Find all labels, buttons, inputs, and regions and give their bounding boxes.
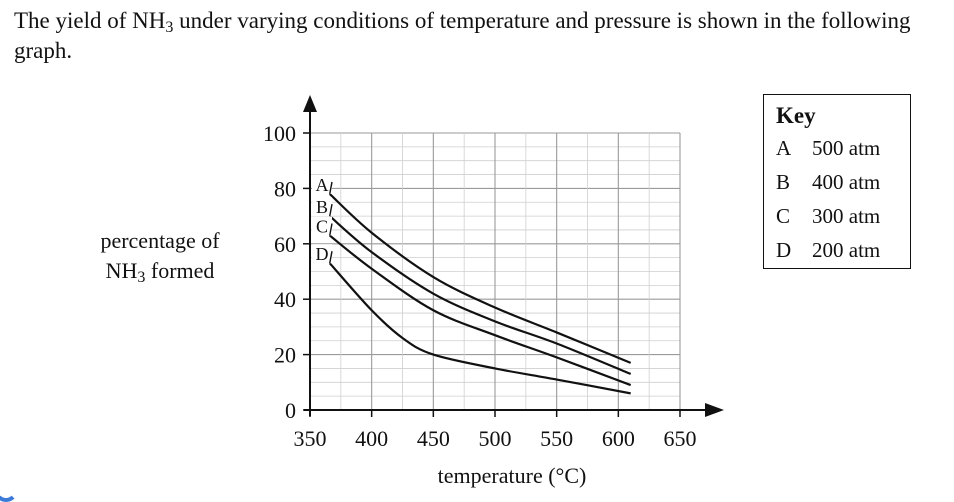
y-tick-label: 20	[274, 343, 296, 368]
key-row-b: B 400 atm	[776, 165, 910, 199]
key-pressure-b: 400 atm	[812, 170, 881, 194]
x-tick-label: 550	[540, 426, 573, 451]
curve-label-leader	[329, 203, 333, 217]
curve-label-background	[312, 216, 332, 236]
intro-subscript: 3	[165, 19, 174, 36]
key-letter-d: D	[776, 238, 792, 262]
x-tick-label: 400	[355, 426, 388, 451]
series-line-d	[328, 262, 631, 395]
y-axis-label-nh: NH	[105, 258, 138, 283]
x-tick-label: 450	[417, 426, 450, 451]
key-row-c: C 300 atm	[776, 199, 910, 233]
y-tick-label: 60	[274, 232, 296, 257]
key-row-a: A 500 atm	[776, 131, 910, 165]
y-tick-label: 40	[274, 287, 296, 312]
y-axis-label: percentage of NH3 formed	[80, 226, 240, 286]
curve-label-c: C	[316, 216, 328, 236]
x-tick-label: 650	[664, 426, 697, 451]
intro-text-start: The yield of NH	[14, 8, 166, 33]
curve-label-a: A	[316, 175, 329, 195]
curve-label-background	[312, 174, 332, 194]
x-tick-label: 350	[294, 426, 327, 451]
key-pressure-d: 200 atm	[812, 238, 881, 262]
key-letter-a: A	[776, 136, 792, 160]
x-axis-label: temperature (°C)	[438, 463, 587, 488]
question-text: The yield of NH3 under varying condition…	[14, 6, 944, 66]
y-axis-label-formed: formed	[145, 258, 215, 283]
curve-label-leader	[329, 251, 333, 264]
axes	[303, 95, 724, 417]
intro-text-end: under varying conditions of temperature …	[14, 8, 911, 63]
curve-label-d: D	[316, 244, 329, 264]
y-tick-label: 100	[263, 121, 296, 146]
x-tick-label: 600	[602, 426, 635, 451]
y-tick-label: 80	[274, 176, 296, 201]
y-axis-arrow-icon	[303, 95, 317, 112]
curve-label-leader	[329, 223, 333, 236]
corner-arc-decoration	[0, 478, 18, 502]
curve-label-leader	[329, 181, 333, 195]
series-line-c	[329, 234, 632, 387]
series-line-a	[328, 193, 632, 364]
y-axis-label-line1: percentage of	[100, 228, 220, 253]
x-axis-arrow-icon	[705, 403, 724, 417]
key-title: Key	[776, 103, 816, 128]
key-pressure-a: 500 atm	[812, 136, 881, 160]
series-line-b	[329, 215, 632, 376]
key-letter-c: C	[776, 204, 791, 228]
y-axis-label-subscript: 3	[137, 269, 146, 286]
tick-labels: 0 20 40 60 80 100 350 400 450 500 550 600 650	[263, 121, 697, 451]
curve-label-b: B	[316, 197, 328, 217]
key-letter-b: B	[776, 170, 791, 194]
grid	[310, 132, 681, 410]
y-tick-label: 0	[285, 398, 296, 423]
key-row-d: D 200 atm	[776, 233, 910, 267]
x-tick-label: 500	[479, 426, 512, 451]
key-box: Key A 500 atm B 400 atm C 300 atm D 200 atm	[763, 94, 911, 269]
curve-label-background	[312, 244, 332, 264]
curve-label-background	[312, 197, 332, 217]
key-pressure-c: 300 atm	[812, 204, 881, 228]
